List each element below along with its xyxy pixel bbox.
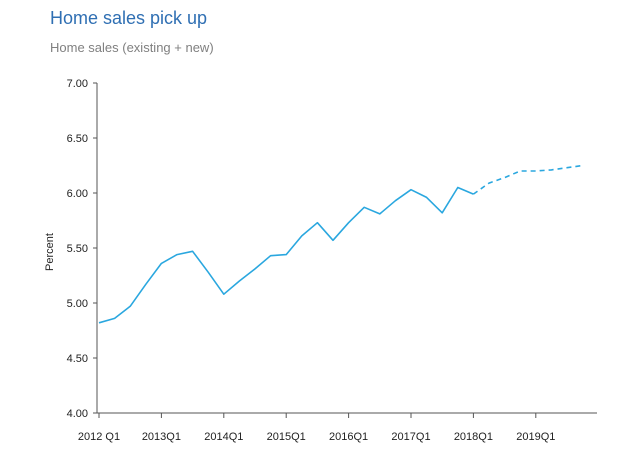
chart-subtitle: Home sales (existing + new) xyxy=(50,40,214,55)
x-tick-label: 2019Q1 xyxy=(516,431,555,443)
forecast-series-line xyxy=(472,164,583,195)
y-tick-label: 4.00 xyxy=(67,408,88,420)
x-ticks: 2012 Q1 2013Q1 2014Q1 2015Q1 2016Q1 2017Q1 201… xyxy=(78,413,555,443)
chart-title: Home sales pick up xyxy=(50,8,208,28)
y-axis-label: Percent xyxy=(44,233,56,271)
y-ticks: 4.00 4.50 5.00 5.50 6.00 6.50 7.00 xyxy=(67,78,97,420)
y-tick-label: 5.50 xyxy=(67,243,88,255)
actual-series-line xyxy=(98,186,474,324)
y-tick-label: 6.00 xyxy=(67,188,88,200)
series-lines xyxy=(98,164,583,324)
y-tick-label: 4.50 xyxy=(67,353,88,365)
x-tick-label: 2015Q1 xyxy=(267,431,306,443)
x-tick-label: 2016Q1 xyxy=(329,431,368,443)
x-tick-label: 2012 Q1 xyxy=(78,431,120,443)
x-tick-label: 2014Q1 xyxy=(204,431,243,443)
y-tick-label: 7.00 xyxy=(67,78,88,90)
x-tick-label: 2013Q1 xyxy=(142,431,181,443)
x-tick-label: 2018Q1 xyxy=(454,431,493,443)
y-tick-label: 6.50 xyxy=(67,133,88,145)
x-tick-label: 2017Q1 xyxy=(391,431,430,443)
y-tick-label: 5.00 xyxy=(67,298,88,310)
